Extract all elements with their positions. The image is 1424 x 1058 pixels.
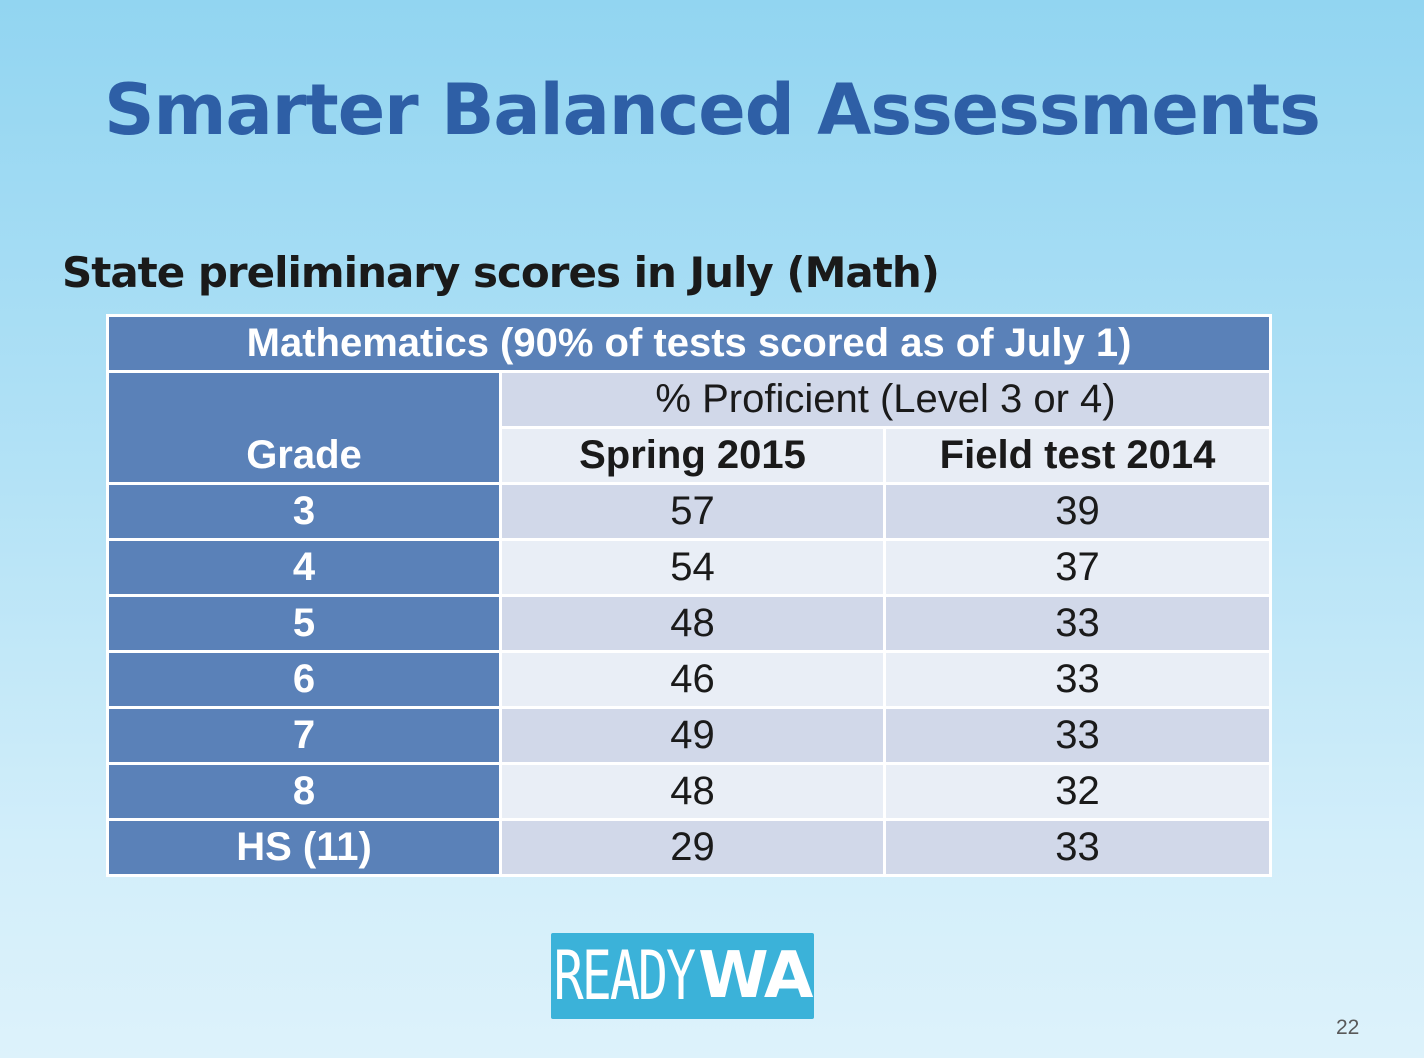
page-number: 22: [1336, 1016, 1360, 1039]
grade-cell: 7: [106, 706, 502, 765]
slide-subtitle: State preliminary scores in July (Math): [62, 248, 940, 297]
spring-2015-cell: 29: [499, 818, 886, 877]
field-test-2014-cell: 33: [882, 706, 1273, 765]
column-header-spring-2015: Spring 2015: [499, 426, 886, 485]
scores-table: Mathematics (90% of tests scored as of J…: [105, 314, 1273, 877]
grade-cell: HS (11): [106, 818, 502, 877]
table-row: 7 49 33: [106, 706, 1273, 765]
grade-cell: 6: [106, 650, 502, 709]
proficient-group-header: % Proficient (Level 3 or 4): [498, 370, 1273, 429]
grade-column-header: Grade: [106, 370, 502, 485]
table-caption-row: Mathematics (90% of tests scored as of J…: [105, 314, 1273, 373]
field-test-2014-cell: 33: [882, 594, 1273, 653]
spring-2015-cell: 48: [499, 762, 886, 821]
table-row: 8 48 32: [106, 762, 1273, 821]
slide-title: Smarter Balanced Assessments: [104, 69, 1321, 151]
grade-cell: 5: [106, 594, 502, 653]
spring-2015-cell: 48: [499, 594, 886, 653]
field-test-2014-cell: 33: [882, 650, 1273, 709]
table-column-header-row: Spring 2015 Field test 2014: [108, 426, 1273, 485]
column-header-field-test-2014: Field test 2014: [882, 426, 1273, 485]
table-row: 3 57 39: [106, 482, 1273, 541]
field-test-2014-cell: 33: [882, 818, 1273, 877]
spring-2015-cell: 49: [499, 706, 886, 765]
spring-2015-cell: 57: [499, 482, 886, 541]
logo-text-wa: WA: [698, 939, 813, 1013]
grade-cell: 3: [106, 482, 502, 541]
table-row: 4 54 37: [106, 538, 1273, 597]
ready-wa-logo: READY WA: [551, 933, 814, 1019]
field-test-2014-cell: 37: [882, 538, 1273, 597]
table-group-header-row: Grade % Proficient (Level 3 or 4): [106, 370, 1273, 485]
grade-cell: 8: [106, 762, 502, 821]
spring-2015-cell: 54: [499, 538, 886, 597]
spring-2015-cell: 46: [499, 650, 886, 709]
table-caption: Mathematics (90% of tests scored as of J…: [105, 314, 1273, 373]
table-row: 6 46 33: [106, 650, 1273, 709]
logo-text-ready: READY: [553, 936, 697, 1016]
grade-cell: 4: [106, 538, 502, 597]
field-test-2014-cell: 32: [882, 762, 1273, 821]
table-row: 5 48 33: [106, 594, 1273, 653]
field-test-2014-cell: 39: [882, 482, 1273, 541]
table-row: HS (11) 29 33: [106, 818, 1273, 877]
